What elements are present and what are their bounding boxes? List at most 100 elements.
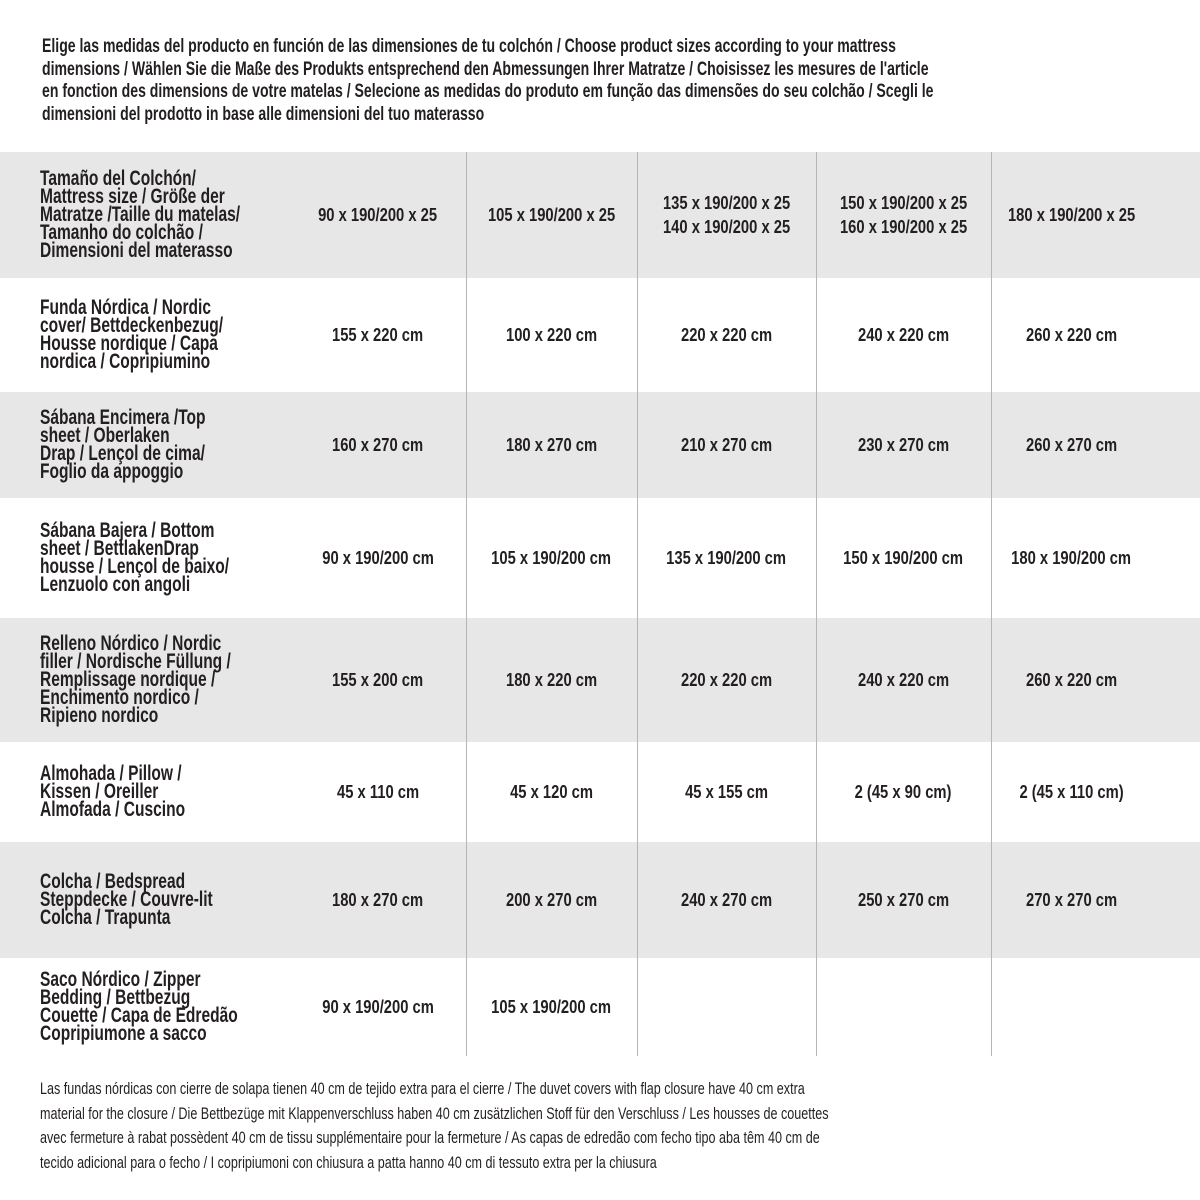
row-label: Saco Nórdico / Zipper Bedding / Bettbezug… [40,968,238,1044]
text-line: tecido adicional para o fecho / I coprip… [40,1152,657,1172]
size-value: 220 x 220 cm [680,670,773,690]
size-cell: 105 x 190/200 cm [466,498,637,618]
size-cell: 100 x 220 cm [466,278,637,392]
text-line: avec fermeture à rabat possèdent 40 cm d… [40,1128,820,1147]
size-value: 250 x 270 cm [857,890,950,910]
size-value: 180 x 190/200 x 25 [1007,205,1136,225]
label-line: Foglio da appoggio [40,460,184,483]
size-cell: 2 (45 x 90 cm) [816,742,991,842]
label-line: Almofada / Cuscino [40,798,186,821]
label-line: cover/ Bettdeckenbezug/ [40,314,224,337]
row-label: Sábana Encimera /Top sheet / Oberlaken Dra… [40,406,206,483]
label-line: Kissen / Oreiller [40,780,159,803]
size-value: 45 x 155 cm [685,782,768,802]
text-line: dimensions / Wählen Sie die Maße des Pro… [42,58,929,80]
row-label: Funda Nórdica / Nordic cover/ Bettdeckenb… [40,297,224,373]
label-line: Ripieno nordico [40,704,159,727]
label-line: Lenzuolo con angoli [40,573,191,596]
size-value: 180 x 220 cm [505,670,598,690]
size-value: 90 x 190/200 cm [322,548,434,568]
size-cell: 240 x 220 cm [816,618,991,742]
size-cell: 260 x 270 cm [991,392,1152,498]
label-line: Couette / Capa de Edredão [40,1004,238,1027]
size-cell: 45 x 120 cm [466,742,637,842]
label-line: nordica / Copripiumino [40,350,211,373]
size-cell: 180 x 190/200 cm [991,498,1152,618]
size-value: 45 x 110 cm [336,782,420,802]
size-value: 150 x 190/200 cm [843,548,964,568]
size-value: 200 x 270 cm [505,890,598,910]
size-cell [816,958,991,1056]
label-line: Sábana Encimera /Top [40,406,206,429]
label-line: Matratze /Taille du matelas/ [40,203,241,226]
size-value: 220 x 220 cm [680,325,773,345]
size-value: 230 x 270 cm [857,435,950,455]
size-value: 240 x 220 cm [857,670,950,690]
table-row: Sábana Encimera /Top sheet / Oberlaken Dra… [0,392,1200,498]
text-line: en fonction des dimensions de votre mate… [42,81,934,102]
column-divider [991,152,992,1056]
label-line: Bedding / Bettbezug [40,986,191,1009]
row-label: Colcha / Bedspread Steppdecke / Couvre-li… [40,870,213,929]
size-cell: 90 x 190/200 x 25 [290,152,466,278]
label-line: Enchimento nordico / [40,686,199,709]
text-line: dimensioni del prodotto in base alle dim… [42,103,485,125]
label-line: Steppdecke / Couvre-lit [40,888,213,911]
label-line: Tamanho do colchão / [40,221,203,244]
size-value: 105 x 190/200 cm [491,548,612,568]
size-value: 260 x 220 cm [1025,670,1118,690]
table-row: Relleno Nórdico / Nordic filler / Nordisc… [0,618,1200,742]
size-value: 100 x 220 cm [505,325,598,345]
size-value: 260 x 220 cm [1025,325,1118,345]
size-cell: 2 (45 x 110 cm) [991,742,1152,842]
label-line: Sábana Bajera / Bottom [40,519,215,542]
column-divider [816,152,817,1056]
column-divider [466,152,467,1056]
size-cell: 155 x 200 cm [290,618,466,742]
table-row: Funda Nórdica / Nordic cover/ Bettdeckenb… [0,278,1200,392]
size-cell: 150 x 190/200 cm [816,498,991,618]
size-cell: 230 x 270 cm [816,392,991,498]
footnote: Las fundas nórdicas con cierre de solapa… [40,1077,829,1175]
row-label: Tamaño del Colchón/Mattress size / Größe… [40,167,241,261]
size-value: 155 x 220 cm [332,325,424,345]
table-row: Sábana Bajera / Bottom sheet / BettlakenD… [0,498,1200,618]
size-value: 155 x 200 cm [332,670,424,690]
text-line: Las fundas nórdicas con cierre de solapa… [40,1079,805,1098]
size-value: 210 x 270 cm [680,435,773,455]
size-value: 135 x 190/200 cm [666,548,787,568]
label-line: Mattress size / Größe der [40,185,225,208]
size-value: 160 x 270 cm [332,435,424,455]
header-row: Tamaño del Colchón/Mattress size / Größe… [0,152,1200,278]
page-title: Elige las medidas del producto en funció… [42,36,933,126]
label-line: Almohada / Pillow / [40,762,182,785]
size-cell: 260 x 220 cm [991,278,1152,392]
size-value: 180 x 270 cm [332,890,424,910]
label-line: Relleno Nórdico / Nordic [40,632,222,655]
table-row: Saco Nórdico / Zipper Bedding / Bettbezug… [0,958,1200,1056]
table-row: Colcha / Bedspread Steppdecke / Couvre-li… [0,842,1200,958]
size-cell: 105 x 190/200 x 25 [466,152,637,278]
label-line: Tamaño del Colchón/ [40,167,196,190]
label-line: Remplissage nordique / [40,668,216,691]
size-value: 105 x 190/200 x 25 [487,205,616,225]
size-cell: 45 x 110 cm [290,742,466,842]
size-value: 90 x 190/200 x 25 [318,205,438,225]
size-cell: 45 x 155 cm [637,742,816,842]
size-cell: 155 x 220 cm [290,278,466,392]
label-line: sheet / Oberlaken [40,424,170,447]
label-line: Saco Nórdico / Zipper [40,968,201,991]
size-cell: 240 x 270 cm [637,842,816,958]
size-value: 160 x 190/200 x 25 [839,217,968,237]
size-cell: 240 x 220 cm [816,278,991,392]
text-line: material for the closure / Die Bettbezüg… [40,1103,829,1123]
label-line: Colcha / Trapunta [40,906,171,929]
size-cell: 160 x 270 cm [290,392,466,498]
label-line: housse / Lençol de baixo/ [40,555,230,578]
size-cell: 270 x 270 cm [991,842,1152,958]
label-line: Colcha / Bedspread [40,870,186,893]
size-value: 260 x 270 cm [1025,435,1118,455]
size-cell: 90 x 190/200 cm [290,958,466,1056]
size-value: 150 x 190/200 x 25 [839,193,968,213]
size-cell: 200 x 270 cm [466,842,637,958]
